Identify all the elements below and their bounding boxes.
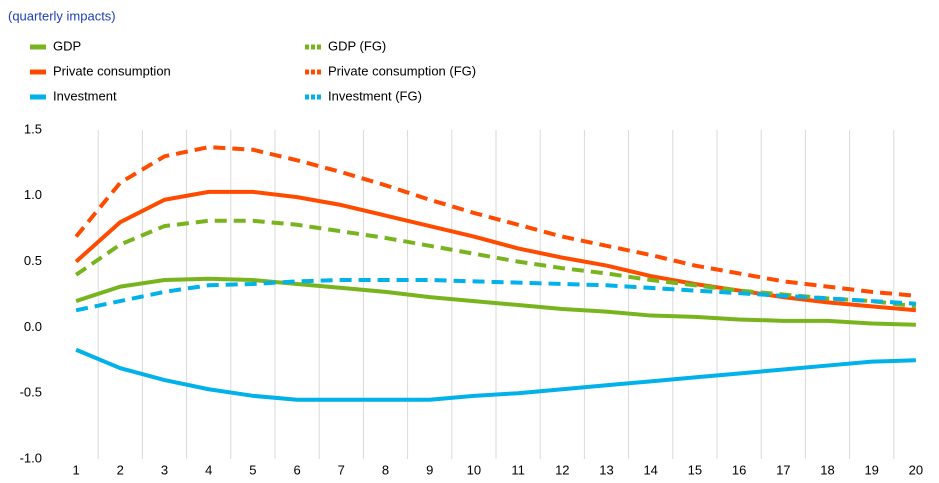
- x-tick-label: 16: [732, 462, 746, 477]
- series-line: [75, 347, 916, 402]
- series-line: [74, 218, 917, 309]
- y-tick-label: 0.0: [24, 319, 42, 334]
- x-tick-label: 5: [249, 462, 256, 477]
- x-tick-label: 19: [864, 462, 878, 477]
- y-tick-label: 1.0: [24, 187, 42, 202]
- y-tick-label: -1.0: [20, 450, 42, 465]
- series-line: [74, 189, 917, 313]
- x-tick-label: 12: [555, 462, 569, 477]
- x-tick-label: 11: [511, 462, 525, 477]
- chart-subtitle: (quarterly impacts): [8, 8, 116, 23]
- y-tick-label: 0.5: [24, 253, 42, 268]
- x-tick-label: 10: [467, 462, 481, 477]
- y-tick-label: -0.5: [20, 385, 42, 400]
- x-tick-label: 13: [599, 462, 613, 477]
- x-tick-label: 20: [909, 462, 923, 477]
- x-tick-label: 9: [426, 462, 433, 477]
- x-tick-label: 17: [776, 462, 790, 477]
- x-tick-label: 18: [820, 462, 834, 477]
- x-tick-label: 15: [688, 462, 702, 477]
- x-tick-label: 3: [161, 462, 168, 477]
- legend-label: Investment (FG): [328, 88, 422, 103]
- x-tick-label: 2: [117, 462, 124, 477]
- x-tick-label: 1: [72, 462, 79, 477]
- x-tick-label: 8: [382, 462, 389, 477]
- x-tick-label: 14: [643, 462, 657, 477]
- series-line: [75, 276, 916, 327]
- legend-label: Private consumption (FG): [328, 63, 476, 78]
- x-tick-label: 4: [205, 462, 212, 477]
- legend-label: GDP: [53, 38, 81, 53]
- series-line: [74, 145, 917, 298]
- legend-label: Investment: [53, 88, 117, 103]
- y-tick-label: 1.5: [24, 121, 42, 136]
- legend-label: Private consumption: [53, 63, 171, 78]
- series-line: [75, 278, 917, 313]
- x-tick-label: 7: [338, 462, 345, 477]
- x-tick-label: 6: [293, 462, 300, 477]
- legend-label: GDP (FG): [328, 38, 386, 53]
